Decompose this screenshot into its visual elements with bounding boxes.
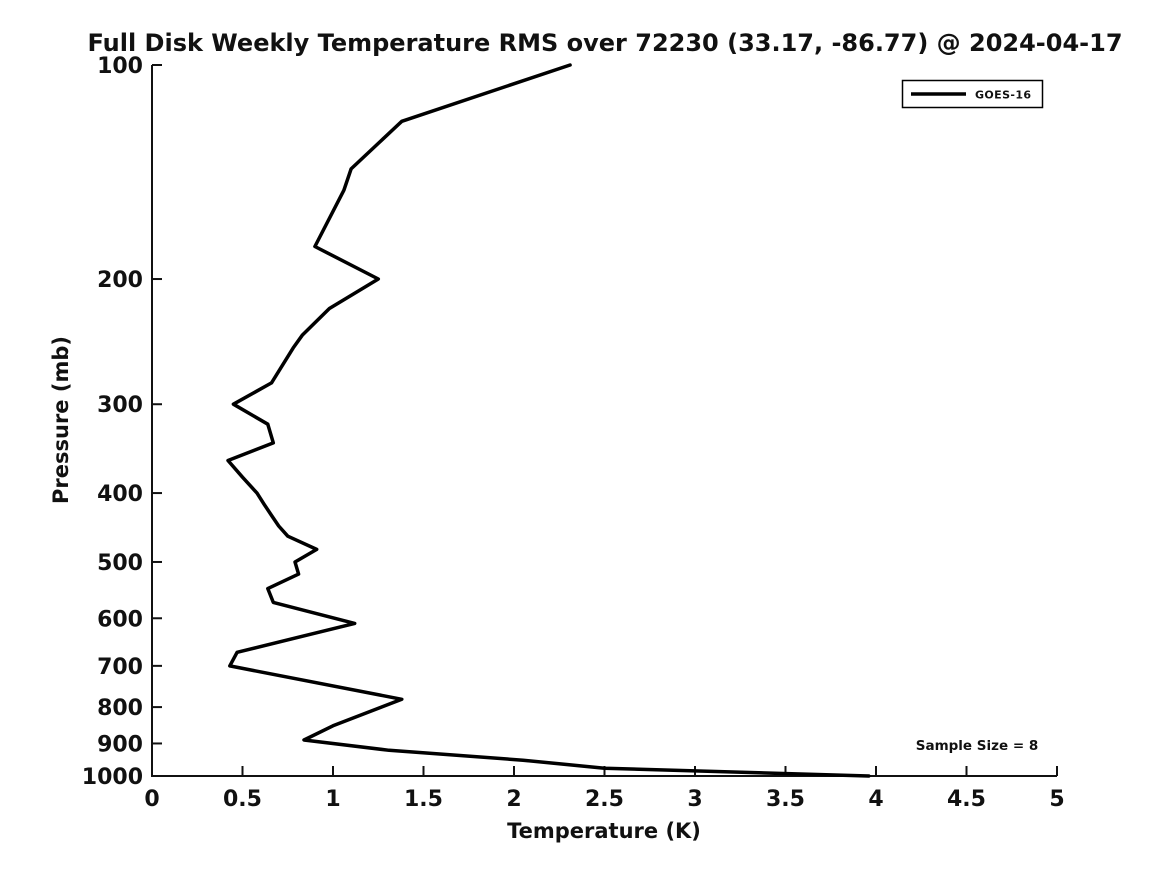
legend: GOES-16 xyxy=(901,79,1044,109)
y-tick-label: 900 xyxy=(97,732,143,757)
x-tick-label: 5 xyxy=(1049,787,1064,812)
x-axis-label: Temperature (K) xyxy=(507,819,701,843)
x-tick-label: 3 xyxy=(687,787,702,812)
x-tick-label: 4.5 xyxy=(947,787,986,812)
series-layer xyxy=(226,63,871,778)
y-tick-label: 400 xyxy=(97,482,143,507)
y-axis-label: Pressure (mb) xyxy=(49,336,73,504)
legend-label: GOES-16 xyxy=(975,89,1032,102)
chart-title: Full Disk Weekly Temperature RMS over 72… xyxy=(87,29,1122,57)
y-tick-label: 100 xyxy=(97,54,143,79)
x-tick-label: 1 xyxy=(325,787,340,812)
y-tick-label: 500 xyxy=(97,551,143,576)
axes: 0 0.5 1 1.5 2 2.5 3 3.5 4 4.5 5 100 200 300 400 500 600 7… xyxy=(82,54,1065,812)
y-tick-label: 300 xyxy=(97,393,143,418)
y-tick-label: 200 xyxy=(97,268,143,293)
x-tick-label: 0.5 xyxy=(223,787,262,812)
x-tick-label: 4 xyxy=(868,787,883,812)
x-tick-label: 3.5 xyxy=(766,787,805,812)
y-tick-label: 800 xyxy=(97,696,143,721)
series-line-goes-16 xyxy=(226,63,871,778)
x-tick-label: 2 xyxy=(506,787,521,812)
y-tick-label: 700 xyxy=(97,655,143,680)
sample-size-annotation: Sample Size = 8 xyxy=(916,738,1039,754)
x-tick-label: 2.5 xyxy=(585,787,624,812)
y-tick-label: 600 xyxy=(97,607,143,632)
x-tick-label: 1.5 xyxy=(404,787,443,812)
x-tick-label: 0 xyxy=(144,787,159,812)
y-tick-label: 1000 xyxy=(82,765,143,790)
